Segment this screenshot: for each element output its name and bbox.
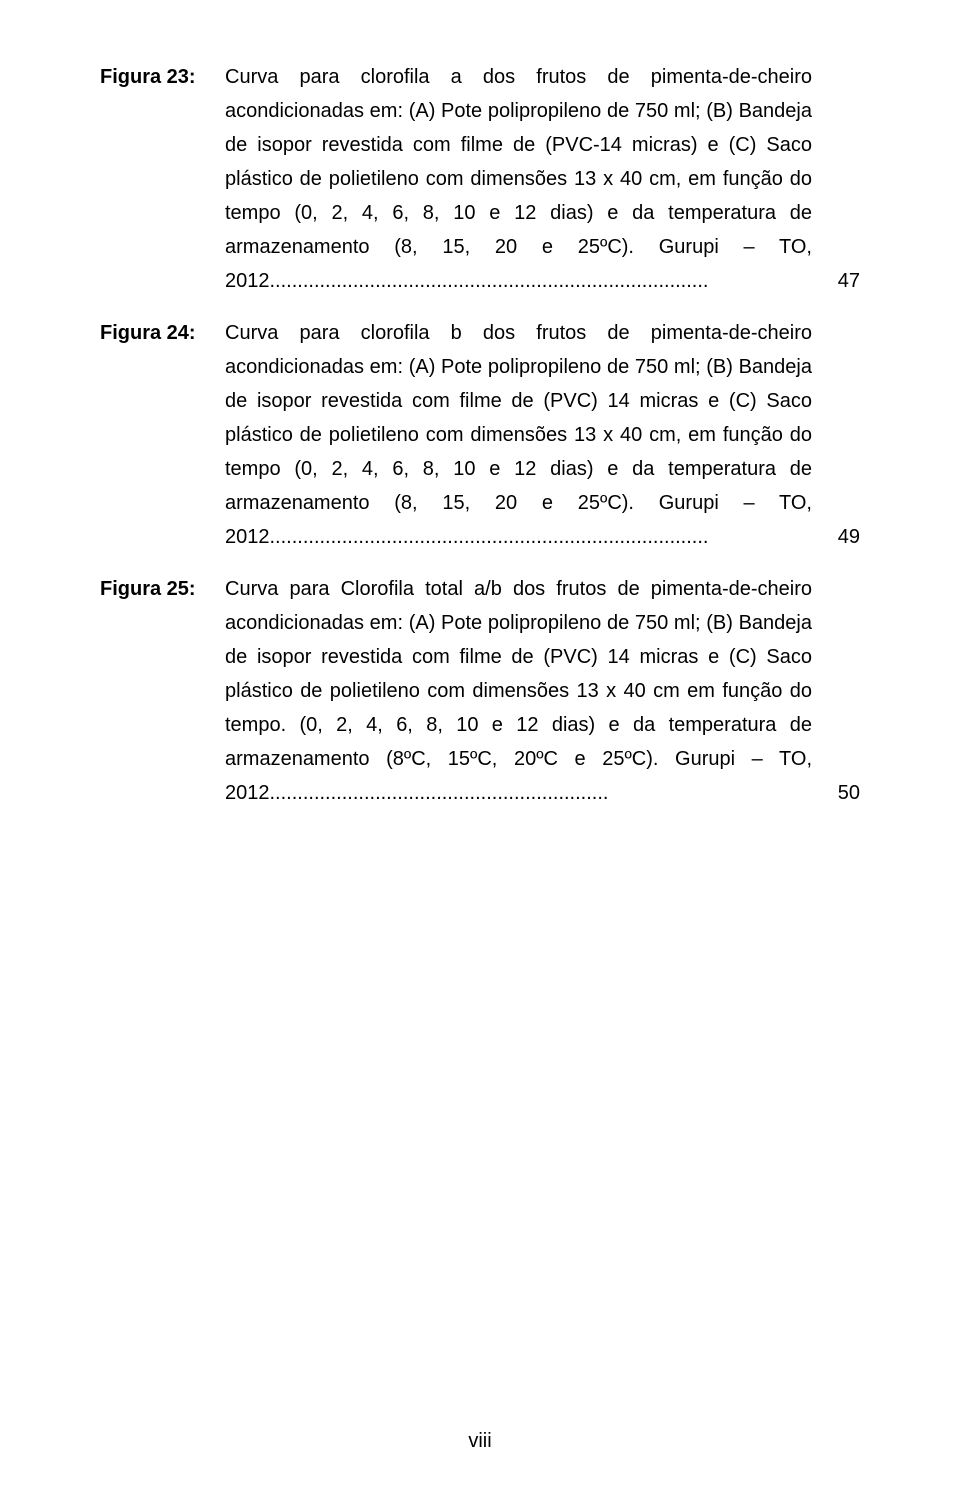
page: Figura 23: Curva para clorofila a dos fr…	[0, 0, 960, 1509]
list-of-figures-entry: Figura 23: Curva para clorofila a dos fr…	[100, 60, 860, 298]
figure-caption: Curva para Clorofila total a/b dos fruto…	[225, 572, 812, 810]
figure-page-number: 50	[812, 776, 860, 810]
figure-label: Figura 23:	[100, 60, 225, 94]
page-footer-number: viii	[0, 1430, 960, 1453]
entry-body: Curva para clorofila a dos frutos de pim…	[225, 60, 860, 298]
list-of-figures-entry: Figura 24: Curva para clorofila b dos fr…	[100, 316, 860, 554]
entry-body: Curva para clorofila b dos frutos de pim…	[225, 316, 860, 554]
figure-page-number: 47	[812, 264, 860, 298]
figure-label: Figura 24:	[100, 316, 225, 350]
entry-body: Curva para Clorofila total a/b dos fruto…	[225, 572, 860, 810]
figure-caption: Curva para clorofila a dos frutos de pim…	[225, 60, 812, 298]
figure-caption: Curva para clorofila b dos frutos de pim…	[225, 316, 812, 554]
figure-page-number: 49	[812, 520, 860, 554]
list-of-figures-entry: Figura 25: Curva para Clorofila total a/…	[100, 572, 860, 810]
figure-label: Figura 25:	[100, 572, 225, 606]
